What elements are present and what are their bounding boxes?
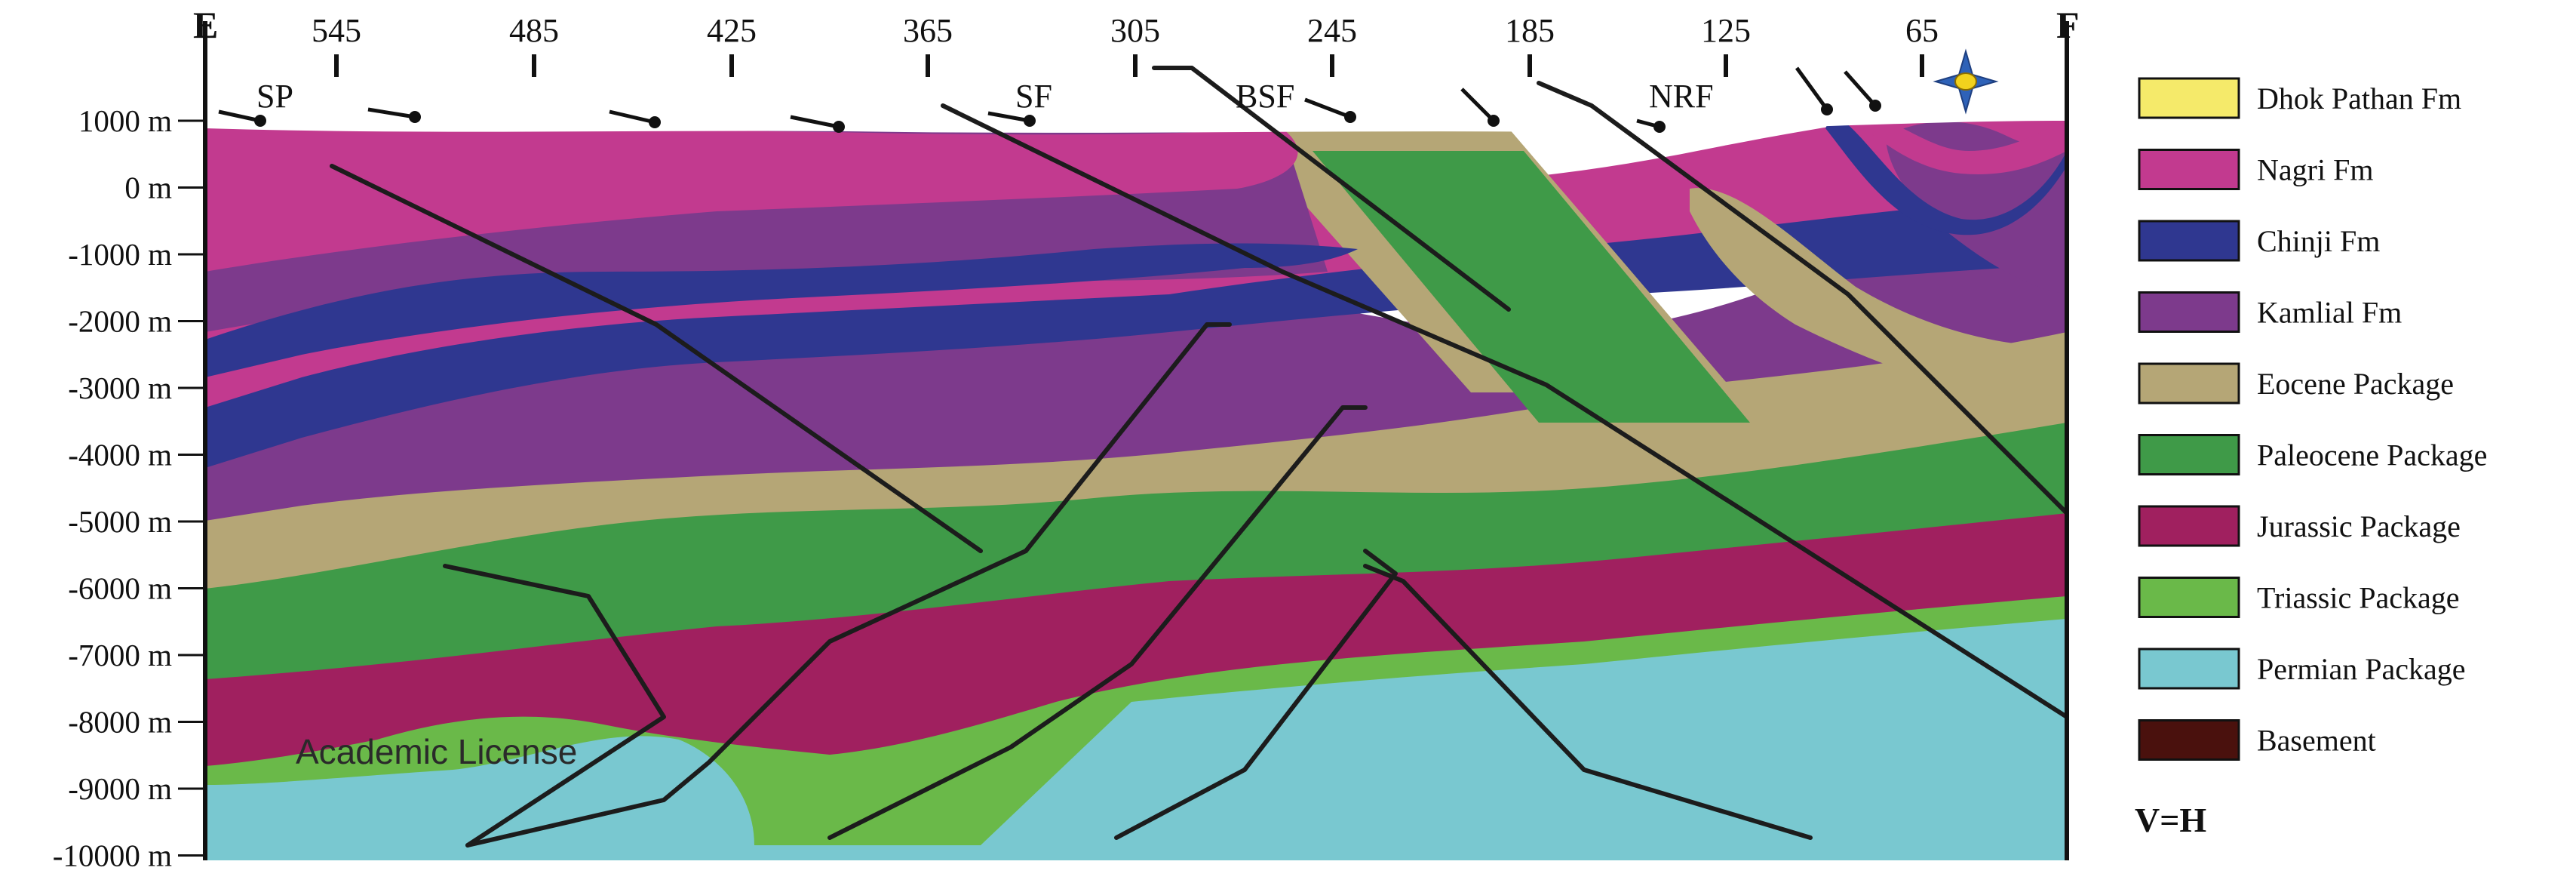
dip-symbol-dot (1869, 100, 1881, 112)
depth-label: -6000 m (68, 571, 172, 606)
legend-label: Basement (2257, 724, 2376, 758)
dip-symbol (1844, 70, 1877, 107)
section-frame (203, 21, 2069, 860)
legend-label: Triassic Package (2257, 581, 2459, 615)
distance-tick-label: 305 (1110, 12, 1160, 49)
fault-trace (443, 564, 666, 848)
depth-label: -4000 m (68, 438, 172, 472)
fault-trace (465, 322, 1232, 848)
fault-trace (1114, 549, 1398, 840)
dip-symbol-dot (649, 116, 661, 128)
fault-trace (827, 405, 1368, 840)
depth-axis: 1000 m 0 m -1000 m -2000 m -3000 m -4000 m -50… (53, 103, 205, 873)
legend-label: Nagri Fm (2257, 153, 2373, 187)
stratum-kamlial-fm (205, 166, 2067, 521)
dip-symbol-dot (254, 115, 266, 127)
legend-swatch (2138, 505, 2240, 547)
dip-symbol (218, 109, 261, 123)
dip-symbol-dot (1653, 121, 1666, 133)
dip-symbol (367, 107, 416, 119)
fault-label: BSF (1236, 78, 1294, 115)
stratum-nagri-fm (205, 121, 1298, 272)
fault-labels: SP SF BSF NRF (256, 78, 1714, 115)
legend-swatch (2138, 577, 2240, 618)
legend-swatch (2138, 220, 2240, 262)
legend-label: Eocene Package (2257, 367, 2454, 401)
fault-trace (1363, 564, 1813, 840)
distance-tick-label: 485 (509, 12, 559, 49)
legend-swatch (2138, 434, 2240, 475)
legend-label: Chinji Fm (2257, 224, 2380, 258)
dip-symbols (218, 66, 1881, 133)
distance-tick-label: 545 (312, 12, 361, 49)
fault-label: SF (1015, 78, 1052, 115)
stratum-paleocene-package (1313, 151, 1750, 423)
dip-symbol (1304, 97, 1351, 119)
dip-symbol (987, 111, 1030, 123)
legend-label: Jurassic Package (2257, 509, 2461, 543)
depth-label: -3000 m (68, 371, 172, 405)
legend-swatch (2138, 149, 2240, 190)
depth-label: 0 m (124, 171, 172, 205)
legend-swatch (2138, 719, 2240, 761)
legend-label: Paleocene Package (2257, 438, 2487, 472)
depth-label: -2000 m (68, 304, 172, 339)
dip-symbol (1460, 88, 1495, 122)
legend-swatch (2138, 291, 2240, 333)
depth-label: -1000 m (68, 237, 172, 272)
legend-label: Kamlial Fm (2257, 296, 2402, 330)
fault-trace (330, 164, 983, 553)
legend: Dhok Pathan Fm Nagri Fm Chinji Fm Kamlial F… (2138, 77, 2487, 761)
depth-label: -10000 m (53, 838, 172, 873)
dip-symbol-dot (1344, 111, 1356, 123)
legend-swatch (2138, 648, 2240, 690)
depth-label: -7000 m (68, 638, 172, 672)
depth-label: -8000 m (68, 705, 172, 740)
fault-trace (941, 103, 2069, 719)
section-end-right: F (2056, 4, 2080, 46)
legend-swatch (2138, 362, 2240, 405)
fault-traces (330, 66, 2069, 848)
distance-ticks: 545 485 425 365 305 245 185 125 65 (312, 12, 1939, 77)
fault-label: NRF (1649, 78, 1714, 115)
section-end-left: E (193, 4, 218, 46)
dip-symbol (790, 115, 840, 129)
stratum-nagri-fm (1863, 113, 2067, 174)
stratum-chinji-fm (1825, 113, 2067, 235)
fault-trace (1537, 81, 2069, 515)
topography-mask (205, 75, 2067, 133)
legend-label: Permian Package (2257, 652, 2466, 686)
watermark-text: Academic License (296, 732, 577, 771)
dip-symbol-dot (409, 111, 421, 123)
dip-symbol-dot (1821, 103, 1833, 115)
fault-trace (1152, 66, 1511, 312)
distance-tick-label: 425 (707, 12, 757, 49)
scale-note: V=H (2135, 801, 2206, 839)
distance-tick-label: 365 (903, 12, 953, 49)
dip-symbol (1795, 66, 1829, 111)
dip-symbol (609, 109, 656, 125)
stratum-chinji-fm (205, 243, 1358, 377)
legend-label: Dhok Pathan Fm (2257, 82, 2461, 115)
dip-symbol-dot (833, 121, 845, 133)
depth-label: -5000 m (68, 504, 172, 539)
stratum-eocene-package (1690, 188, 2067, 408)
dip-symbol-dot (1024, 115, 1036, 127)
distance-tick-label: 65 (1905, 12, 1939, 49)
legend-swatch (2138, 77, 2240, 119)
dip-symbol-dot (1488, 115, 1500, 127)
depth-label: 1000 m (78, 103, 172, 138)
depth-label: -9000 m (68, 771, 172, 806)
distance-tick-label: 125 (1701, 12, 1751, 49)
north-arrow-star-icon (1933, 48, 1999, 115)
fault-label: SP (256, 78, 293, 115)
distance-tick-label: 245 (1307, 12, 1357, 49)
distance-tick-label: 185 (1505, 12, 1555, 49)
